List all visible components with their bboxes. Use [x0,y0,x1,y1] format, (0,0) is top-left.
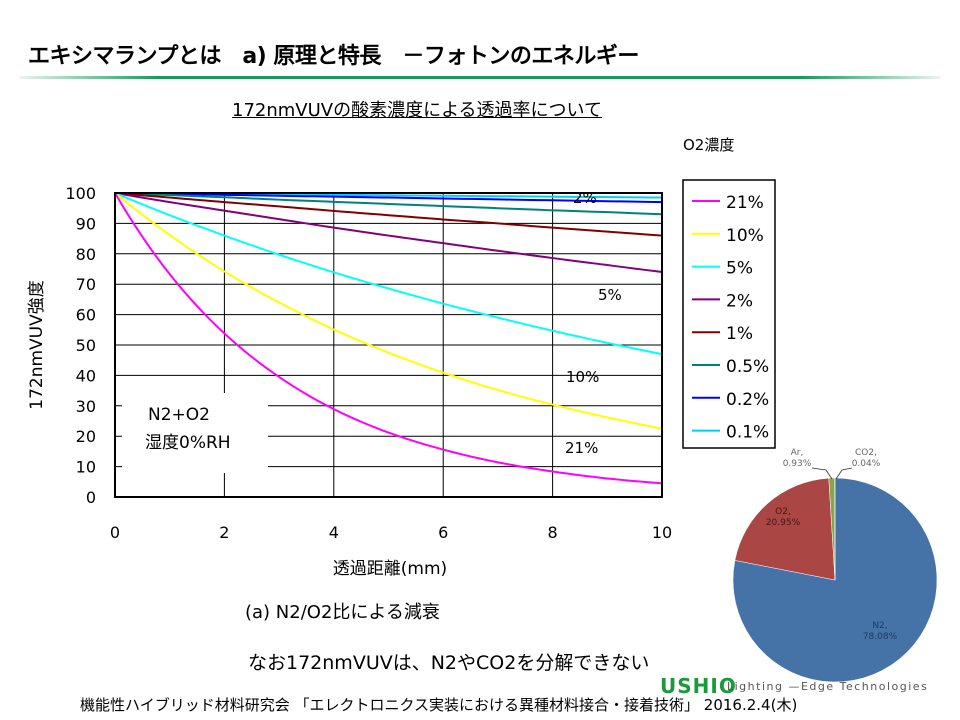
legend-label: 10% [726,226,764,246]
footer-text: 機能性ハイブリッド材料研究会 「エレクトロニクス実装における異種材料接合・接着技… [80,696,798,714]
y-tick-label: 50 [76,336,96,355]
x-tick-label: 2 [219,523,229,542]
pie-label-pct: 20.95% [766,518,801,528]
y-tick-label: 10 [76,458,96,477]
pie-leader-co2 [835,467,853,480]
x-tick-label: 0 [110,523,120,542]
pie-slice-O2 [734,477,836,581]
curve-label-5pct: 5% [598,286,622,304]
legend-label: 5% [726,259,753,279]
annotation-box [122,393,268,473]
ushio-logo: USHIO [660,674,737,698]
y-tick-label: 20 [76,427,96,446]
legend-label: 21% [726,193,764,213]
series-line-0.2% [114,192,663,204]
y-tick-label: 80 [76,245,96,264]
chart-caption: (a) N2/O2比による減衰 [245,602,440,623]
y-tick-label: 100 [65,184,96,203]
pie-label-name: Ar, [791,448,804,458]
slide-title: エキシマランプとは a) 原理と特長 －フォトンのエネルギー [28,44,639,69]
legend-label: 0.1% [726,423,769,443]
legend-title: O2濃度 [683,136,735,154]
y-tick-label: 70 [76,275,96,294]
x-tick-label: 4 [329,523,339,542]
pie-leader-ar [811,467,833,480]
legend-label: 2% [726,291,753,311]
chart-subtitle: 172nmVUVの酸素濃度による透過率について [232,100,603,121]
annotation-line-1: N2+O2 [148,405,210,425]
pie-label-name: N2, [872,621,887,631]
legend-label: 0.5% [726,357,769,377]
series-line-5% [114,192,663,356]
legend-label: 0.2% [726,390,769,410]
y-axis-label: 172nmVUV強度 [27,280,47,409]
y-tick-label: 0 [86,488,96,507]
plot-frame [114,192,663,498]
x-tick-label: 6 [438,523,448,542]
x-tick-label: 10 [652,523,672,542]
note-text: なお172nmVUVは、N2やCO2を分解できない [248,652,650,674]
pie-label-name: CO2, [855,448,877,458]
curve-label-10pct: 10% [566,368,599,386]
y-tick-label: 40 [76,366,96,385]
legend-box [682,179,776,449]
y-tick-label: 60 [76,306,96,325]
series-line-2% [114,192,663,274]
series-line-0.5% [114,192,663,216]
title-divider [20,76,940,79]
pie-label-pct: 78.08% [863,632,898,642]
series-line-21% [114,192,663,485]
pie-label-name: O2, [775,507,791,517]
y-tick-label: 90 [76,214,96,233]
curve-label-21pct: 21% [565,439,598,457]
logo-tagline: Lighting —Edge Technologies [727,680,929,693]
series-line-10% [114,192,663,430]
legend-label: 1% [726,324,753,344]
x-tick-label: 8 [548,523,558,542]
pie-label-pct: 0.93% [783,459,812,469]
pie-label-pct: 0.04% [852,459,881,469]
curve-label-2pct: 2% [573,189,597,207]
x-axis-label: 透過距離(mm) [333,559,447,579]
annotation-line-2: 湿度0%RH [145,433,231,453]
y-tick-label: 30 [76,397,96,416]
series-line-1% [114,192,663,237]
